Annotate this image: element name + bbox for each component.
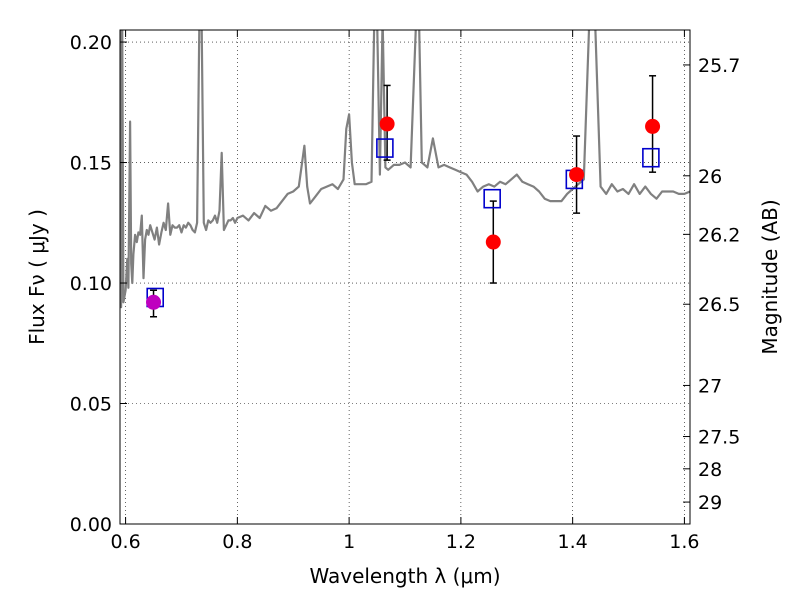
model-point [376, 138, 394, 158]
y-tick-label: 0.05 [70, 394, 112, 416]
x-axis-label: Wavelength λ (μm) [309, 564, 500, 588]
y-tick-label: 0.10 [70, 273, 112, 295]
x-tick-label: 1.4 [558, 531, 588, 553]
photometry-series [146, 75, 661, 318]
y-axis-label-left: Flux Fν ( μJy ) [25, 209, 49, 345]
observed-point [146, 294, 162, 310]
observed-point [569, 167, 585, 183]
x-tick-label: 1.2 [446, 531, 476, 553]
magnitude-tick-label: 26.2 [698, 224, 740, 246]
model-point [483, 188, 501, 209]
magnitude-tick-label: 29 [698, 492, 722, 514]
magnitude-tick-label: 25.7 [698, 55, 740, 77]
spectrum-line [120, 30, 690, 309]
y-tick-label: 0.15 [70, 153, 112, 175]
plot-frame [119, 29, 691, 525]
y-axis-label-right: Magnitude (AB) [758, 199, 782, 354]
y-tick-label: 0.20 [70, 32, 112, 54]
model-point [642, 147, 660, 168]
magnitude-tick-label: 27.5 [698, 427, 740, 449]
x-tick-label: 1 [343, 531, 355, 553]
observed-point [485, 234, 501, 250]
x-tick-label: 1.6 [669, 531, 699, 553]
x-tick-label: 0.6 [110, 531, 140, 553]
observed-point [379, 116, 395, 132]
spectrum-series [120, 30, 690, 309]
magnitude-tick-label: 27 [698, 375, 722, 397]
axis-ticks: 0.6 0.8 1 1.2 1.4 1.6 0.00 0.05 0.10 0.15 0.20 25.7… [70, 30, 740, 553]
magnitude-tick-label: 26.5 [698, 294, 740, 316]
magnitude-tick-label: 26 [698, 166, 722, 188]
x-tick-label: 0.8 [222, 531, 252, 553]
y-tick-label: 0.00 [70, 514, 112, 536]
observed-point [645, 118, 661, 134]
magnitude-tick-label: 28 [698, 459, 722, 481]
grid [120, 30, 690, 525]
